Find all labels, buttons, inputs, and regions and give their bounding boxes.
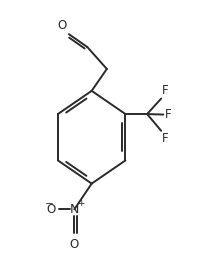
Text: N: N bbox=[70, 203, 79, 216]
Text: F: F bbox=[162, 132, 169, 145]
Text: O: O bbox=[47, 203, 56, 216]
Text: O: O bbox=[58, 19, 67, 32]
Text: F: F bbox=[164, 108, 171, 121]
Text: −: − bbox=[45, 199, 54, 209]
Text: F: F bbox=[162, 84, 169, 97]
Text: +: + bbox=[77, 199, 84, 208]
Text: O: O bbox=[70, 238, 79, 251]
